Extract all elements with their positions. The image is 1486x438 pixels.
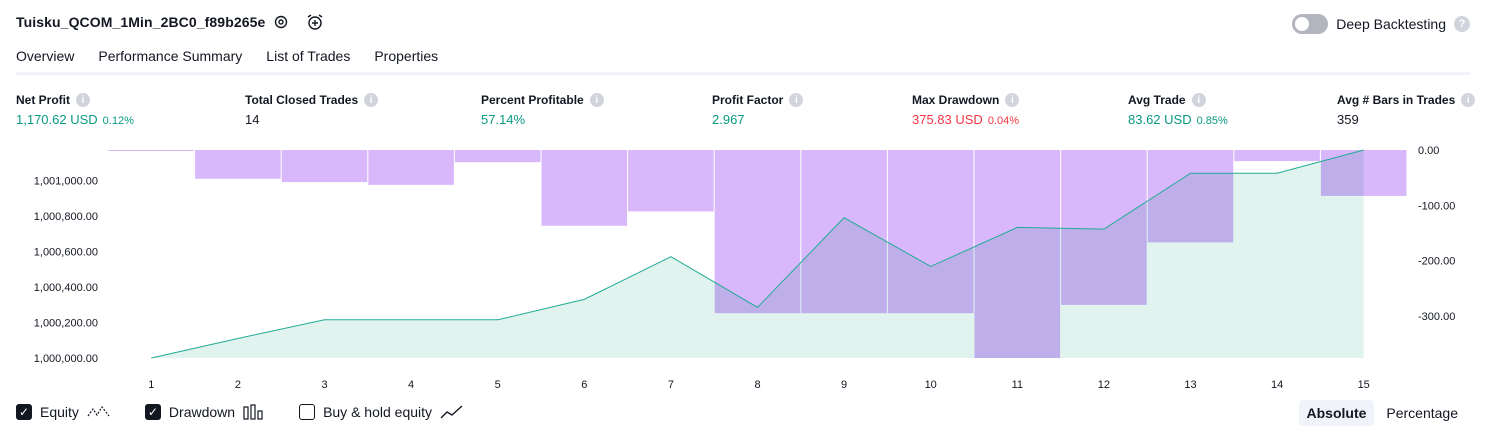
equity-line-icon: [87, 405, 110, 417]
stat-label: Profit Factor: [712, 93, 784, 107]
stat-percent: 0.12%: [102, 115, 134, 127]
gear-icon[interactable]: [272, 13, 290, 31]
stat-value: 83.62 USD: [1128, 112, 1192, 127]
drawdown-bar: [195, 150, 281, 179]
left-axis-tick: 1,000,800.00: [34, 211, 98, 223]
info-icon[interactable]: i: [1191, 93, 1206, 107]
stat-label: Percent Profitable: [481, 93, 584, 107]
stat-value: 2.967: [712, 112, 745, 127]
stat-value: 1,170.62 USD: [16, 112, 98, 127]
tab-properties[interactable]: Properties: [374, 48, 439, 64]
x-axis-tick: 11: [1012, 379, 1023, 391]
stat-max-drawdown: Max Drawdown i 375.83 USD 0.04%: [912, 93, 1020, 127]
stat-avg-bars-in-trades: Avg # Bars in Trades i 359: [1337, 93, 1476, 127]
stat-value: 14: [245, 112, 260, 127]
info-icon[interactable]: i: [76, 93, 90, 107]
stat-label: Max Drawdown: [912, 93, 1000, 107]
x-axis-tick: 4: [408, 379, 414, 391]
help-icon[interactable]: ?: [1454, 16, 1470, 32]
x-axis-tick: 6: [581, 379, 587, 391]
stat-value: 57.14%: [481, 112, 526, 127]
legend-label: Drawdown: [168, 404, 236, 420]
drawdown-bar: [628, 150, 714, 212]
left-axis-tick: 1,000,200.00: [34, 317, 98, 329]
x-axis-tick: 3: [321, 379, 327, 391]
right-axis-tick: -300.00: [1418, 311, 1455, 323]
deep-backtesting-toggle[interactable]: [1292, 14, 1329, 34]
equity-area: [151, 150, 1364, 358]
deep-backtesting: Deep Backtesting ?: [1292, 14, 1470, 34]
x-axis-tick: 2: [235, 379, 241, 391]
chart-legend: ✓ Equity ✓ Drawdown Buy & hold equity: [16, 404, 498, 420]
tab-performance-summary[interactable]: Performance Summary: [98, 48, 243, 64]
percentage-button[interactable]: Percentage: [1386, 405, 1458, 421]
deep-backtesting-label: Deep Backtesting: [1336, 16, 1446, 32]
stat-label: Avg # Bars in Trades: [1337, 93, 1456, 107]
left-axis-tick: 1,001,000.00: [34, 175, 98, 187]
drawdown-bar: [368, 150, 454, 185]
left-axis-tick: 1,000,400.00: [34, 282, 98, 294]
info-icon[interactable]: i: [1005, 93, 1020, 107]
strategy-title: Tuisku_QCOM_1Min_2BC0_f89b265e: [16, 14, 266, 30]
absolute-button[interactable]: Absolute: [1298, 400, 1375, 426]
stat-net-profit: Net Profit i 1,170.62 USD 0.12%: [16, 93, 134, 127]
value-mode-switch: Absolute Percentage: [1298, 400, 1467, 426]
legend-equity[interactable]: ✓ Equity: [16, 404, 111, 420]
stat-percent-profitable: Percent Profitable i 57.14%: [481, 93, 604, 127]
tab-bar: Overview Performance Summary List of Tra…: [16, 48, 439, 75]
drawdown-checkbox[interactable]: ✓: [144, 404, 161, 420]
equity-checkbox[interactable]: ✓: [16, 404, 32, 420]
info-icon[interactable]: i: [364, 93, 379, 107]
info-icon[interactable]: i: [789, 93, 804, 107]
left-axis-tick: 1,000,600.00: [34, 246, 98, 258]
buy-hold-line-icon: [440, 405, 463, 419]
stat-value: 375.83 USD: [912, 112, 983, 127]
x-axis-tick: 9: [841, 379, 847, 391]
x-axis-tick: 14: [1271, 379, 1283, 391]
x-axis-tick: 8: [754, 379, 760, 391]
stat-percent: 0.04%: [987, 115, 1020, 127]
drawdown-bars-icon: [243, 404, 263, 420]
drawdown-bar: [108, 150, 195, 151]
drawdown-bar: [454, 150, 541, 163]
x-axis-tick: 12: [1098, 379, 1110, 391]
right-axis-tick: -200.00: [1418, 256, 1455, 268]
stat-label: Total Closed Trades: [245, 93, 359, 107]
stat-label: Avg Trade: [1128, 93, 1186, 107]
legend-drawdown[interactable]: ✓ Drawdown: [144, 404, 265, 420]
x-axis-tick: 15: [1358, 379, 1370, 391]
equity-drawdown-chart[interactable]: 1,000,000.00 1,000,200.00 1,000,400.00 1,00…: [0, 140, 1486, 396]
info-icon[interactable]: i: [1461, 93, 1476, 107]
x-axis-tick: 5: [495, 379, 501, 391]
tab-list-of-trades[interactable]: List of Trades: [266, 48, 351, 64]
drawdown-bar: [1234, 150, 1320, 162]
tab-overview[interactable]: Overview: [16, 48, 75, 75]
x-axis-tick: 13: [1184, 379, 1196, 391]
tab-divider: [16, 72, 1470, 75]
stat-percent: 0.85%: [1196, 115, 1228, 127]
drawdown-bar: [541, 150, 628, 226]
legend-label: Buy & hold equity: [323, 404, 433, 420]
right-axis-tick: -100.00: [1418, 200, 1455, 212]
stat-value: 359: [1337, 112, 1359, 127]
legend-buy-hold-equity[interactable]: Buy & hold equity: [299, 404, 464, 420]
stat-label: Net Profit: [16, 93, 70, 107]
legend-label: Equity: [40, 404, 79, 420]
x-axis-tick: 7: [668, 379, 674, 391]
info-icon[interactable]: i: [589, 93, 604, 107]
buy-hold-checkbox[interactable]: [299, 404, 316, 420]
stat-avg-trade: Avg Trade i 83.62 USD 0.85%: [1128, 93, 1228, 127]
stat-profit-factor: Profit Factor i 2.967: [712, 93, 804, 127]
x-axis-tick: 1: [148, 379, 154, 391]
left-axis-tick: 1,000,000.00: [34, 353, 98, 365]
alarm-clock-plus-icon[interactable]: [306, 13, 324, 31]
stat-total-closed-trades: Total Closed Trades i 14: [245, 93, 379, 127]
drawdown-bar: [281, 150, 368, 183]
right-axis-tick: 0.00: [1418, 145, 1439, 157]
x-axis-tick: 10: [925, 379, 937, 391]
